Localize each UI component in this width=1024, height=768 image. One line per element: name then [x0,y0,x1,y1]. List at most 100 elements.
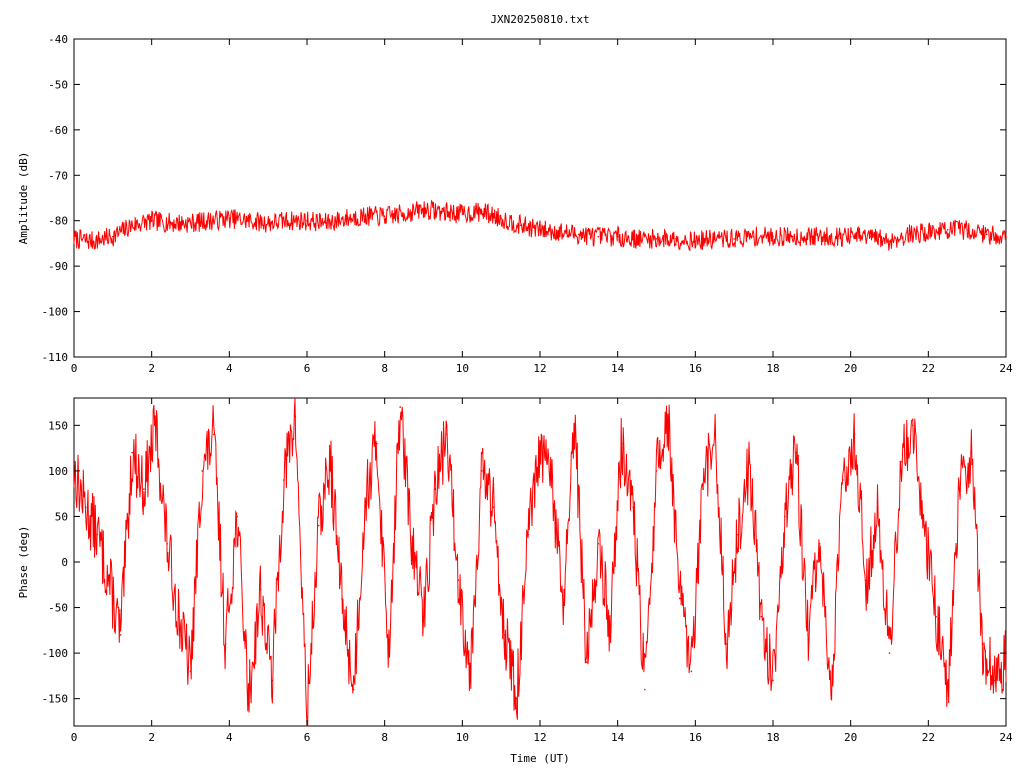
series-line [73,199,1007,252]
data-point [201,470,203,472]
data-point [383,215,386,217]
data-point [457,579,460,582]
data-point [422,615,425,618]
data-point [725,643,728,645]
data-point [550,479,553,481]
x-tick-label: 8 [381,362,388,375]
data-point [970,451,972,454]
data-point [597,542,600,545]
data-point [713,433,716,436]
data-point [772,679,774,682]
x-tick-label: 10 [456,362,469,375]
x-tick-label: 12 [533,731,546,744]
data-point [131,451,134,454]
amplitude-ticks: 0 2 4 6 8 10 12 14 16 18 20 22 24-40-50-60-70-80-90-… [42,33,1013,375]
data-point [84,506,87,509]
y-tick-label: -150 [42,693,69,706]
data-point [519,224,522,227]
data-point [795,451,798,454]
data-point [675,238,677,240]
y-tick-label: -50 [48,602,68,615]
data-point [341,597,343,600]
x-tick-label: 20 [844,731,857,744]
data-point [364,215,367,217]
y-tick-label: -40 [48,33,68,46]
data-point [908,233,910,236]
data-point [527,533,530,536]
data-point [632,506,634,509]
data-point [946,688,949,691]
amplitude-series [73,199,1007,252]
data-point [679,597,681,600]
data-point [73,238,75,240]
data-point [306,716,308,718]
data-point [411,542,413,545]
y-tick-label: 150 [48,419,68,432]
data-point [504,634,506,636]
data-point [830,235,833,238]
data-point [818,542,821,545]
data-point [958,488,961,490]
y-tick-label: -90 [48,260,68,273]
x-tick-label: 18 [766,731,779,744]
data-point [294,415,297,418]
data-point [597,235,600,238]
data-point [869,235,871,238]
data-point [636,238,638,240]
data-point [461,213,464,215]
data-point [888,240,891,242]
data-point [690,670,693,673]
data-point [783,515,786,518]
data-point [865,579,867,582]
phase-panel: 0 2 4 6 8 10 12 14 16 18 20 22 24150100500-50-100-15… [17,397,1013,765]
x-tick-label: 0 [71,362,78,375]
data-point [329,460,332,463]
data-point [562,606,565,609]
data-point [842,479,844,481]
amplitude-plot-frame [73,38,1007,358]
data-point [655,470,658,472]
data-point [247,219,250,222]
data-point [772,235,774,238]
data-point [469,670,471,673]
data-point [306,219,308,222]
x-tick-label: 24 [999,731,1013,744]
data-point [616,235,619,238]
data-point [760,615,763,618]
data-point [888,652,891,654]
data-point [166,542,168,545]
data-point [585,661,588,664]
data-point [946,229,949,231]
data-point [748,460,751,463]
data-point [399,406,402,408]
data-point [935,615,937,618]
chart-title: JXN20250810.txt [490,13,589,26]
data-point [247,697,250,700]
data-point [480,470,483,472]
data-point [282,479,285,481]
data-point [791,235,794,238]
data-point [224,643,227,645]
data-point [713,238,716,240]
data-point [189,222,192,224]
x-tick-label: 18 [766,362,779,375]
data-point [912,424,914,427]
y-tick-label: -110 [42,351,69,364]
data-point [993,679,996,682]
data-point [733,238,735,240]
data-point [830,697,833,700]
data-point [694,240,697,242]
x-tick-label: 22 [922,731,935,744]
x-tick-label: 16 [689,731,702,744]
x-tick-label: 16 [689,362,702,375]
y-tick-label: -80 [48,215,68,228]
data-point [236,515,238,518]
data-point [267,222,269,224]
y-tick-label: 0 [61,556,68,569]
x-tick-label: 2 [148,731,155,744]
y-tick-label: -60 [48,124,68,137]
x-tick-label: 2 [148,362,155,375]
data-point [325,222,328,224]
series-line [73,397,1007,727]
y-tick-label: -100 [42,647,69,660]
